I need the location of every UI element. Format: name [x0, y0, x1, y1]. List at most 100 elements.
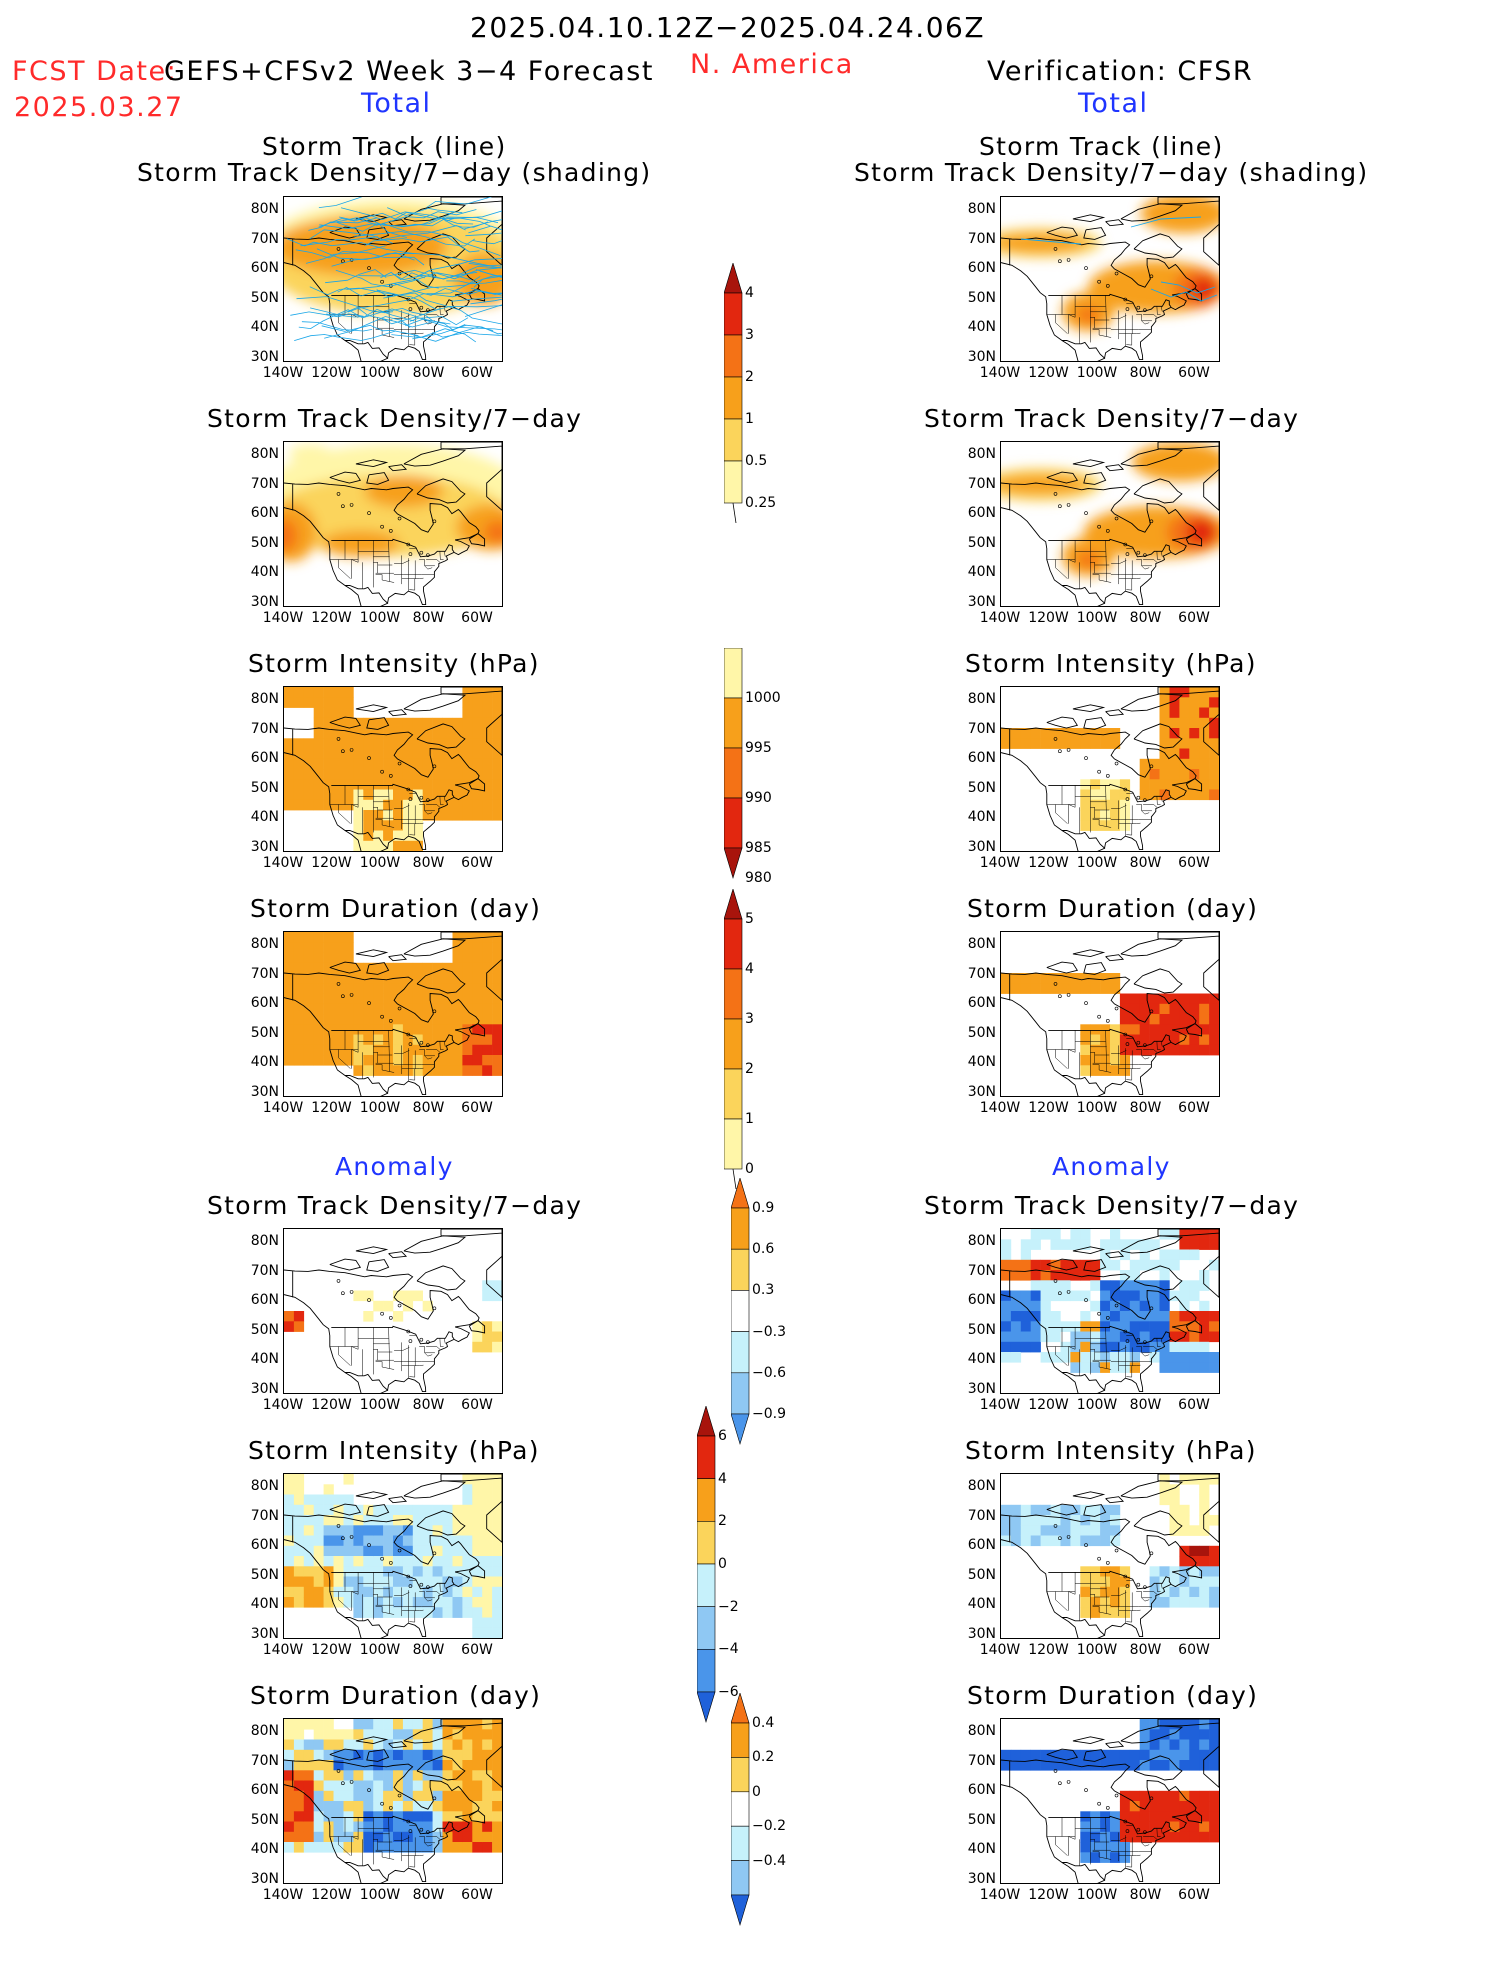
lon-tick-label: 80W: [412, 1887, 445, 1903]
lon-tick-label: 100W: [359, 1642, 401, 1658]
lat-tick-label: 50N: [967, 534, 996, 551]
lon-tick-label: 60W: [461, 1100, 493, 1116]
lat-tick-label: 40N: [250, 1351, 279, 1367]
colorbar-tick-label: 2: [745, 1061, 754, 1077]
lat-tick-label: 30N: [250, 1380, 279, 1397]
colorbar-tick-label: 1: [745, 411, 754, 427]
lat-tick-label: 50N: [967, 1811, 996, 1828]
lat-tick-label: 60N: [967, 1782, 996, 1798]
lat-tick-label: 50N: [967, 1321, 996, 1338]
lon-tick-label: 60W: [461, 365, 493, 381]
lat-tick-label: 40N: [967, 564, 996, 580]
lat-tick-label: 30N: [250, 348, 279, 365]
colorbar-duration-total: 5 4 3 2 1 0: [723, 887, 764, 1213]
map-plot-area: [1000, 1473, 1220, 1639]
lat-tick-label: 30N: [250, 1625, 279, 1642]
map-plot-area: [283, 196, 503, 362]
lat-tick-label: 30N: [250, 1870, 279, 1887]
lon-tick-label: 60W: [1178, 1397, 1210, 1413]
lat-tick-label: 60N: [967, 750, 996, 766]
lon-tick-label: 100W: [359, 1887, 401, 1903]
lon-tick-label: 120W: [1028, 365, 1069, 381]
lon-tick-label: 80W: [1129, 1397, 1162, 1413]
lat-tick-label: 40N: [967, 1596, 996, 1612]
lon-tick-label: 60W: [461, 1887, 493, 1903]
lat-tick-label: 60N: [250, 260, 279, 276]
lon-tick-label: 100W: [359, 610, 401, 626]
colorbar-tick-label: 6: [718, 1428, 727, 1444]
lat-tick-label: 80N: [967, 691, 996, 707]
lat-tick-label: 40N: [967, 319, 996, 335]
lon-tick-label: 100W: [359, 855, 401, 871]
colorbar-tick-label: 0.9: [752, 1200, 775, 1216]
lon-tick-label: 120W: [311, 610, 352, 626]
lon-tick-label: 140W: [979, 1397, 1021, 1413]
anomaly-label-left: Anomaly: [335, 1152, 454, 1181]
lat-tick-label: 80N: [967, 936, 996, 952]
colorbar-tick-label: −4: [718, 1641, 739, 1658]
lon-tick-label: 60W: [461, 855, 493, 871]
colorbar-tick-label: −0.4: [752, 1852, 786, 1869]
lat-tick-label: 80N: [967, 201, 996, 217]
colorbar-tick-label: −0.2: [752, 1818, 786, 1835]
colorbar-tick-label: 985: [745, 840, 772, 856]
colorbar-duration-anomaly: 0.4 0.2 0 −0.2 −0.4: [730, 1691, 786, 1969]
lat-tick-label: 70N: [250, 475, 279, 492]
lon-tick-label: 120W: [1028, 1397, 1069, 1413]
lat-tick-label: 70N: [967, 965, 996, 982]
colorbar-tick-label: 0: [752, 1783, 761, 1800]
lon-tick-label: 80W: [412, 1642, 445, 1658]
lat-tick-label: 40N: [250, 1841, 279, 1857]
lon-tick-label: 60W: [1178, 1100, 1210, 1116]
lat-tick-label: 50N: [250, 1566, 279, 1583]
colorbar-tick-label: 1000: [745, 690, 781, 706]
map-plot-area: [283, 1228, 503, 1394]
colorbar-tick-label: 0.3: [752, 1282, 775, 1299]
model-title: GEFS+CFSv2 Week 3−4 Forecast: [164, 56, 654, 87]
colorbar-tick-label: 0.25: [745, 495, 777, 511]
lon-tick-label: 80W: [1129, 1100, 1162, 1116]
lon-tick-label: 120W: [1028, 610, 1069, 626]
colorbar-tick-label: 0.2: [752, 1749, 775, 1766]
lat-tick-label: 60N: [250, 995, 279, 1011]
lat-tick-label: 40N: [967, 1351, 996, 1367]
colorbar-tick-label: 995: [745, 740, 772, 756]
lat-tick-label: 70N: [967, 1507, 996, 1524]
lat-tick-label: 70N: [250, 230, 279, 247]
lon-tick-label: 140W: [262, 1887, 304, 1903]
lon-tick-label: 120W: [311, 1642, 352, 1658]
colorbar-tick-label: 0.6: [752, 1241, 775, 1258]
lat-tick-label: 60N: [967, 1292, 996, 1308]
lon-tick-label: 100W: [1076, 610, 1118, 626]
lat-tick-label: 40N: [967, 809, 996, 825]
colorbar-tick-label: −0.9: [752, 1406, 786, 1422]
lon-tick-label: 120W: [311, 855, 352, 871]
colorbar-tick-label: 5: [745, 911, 754, 927]
colorbar-intensity-total: 1000 995 990 985 980: [723, 627, 781, 922]
lon-tick-label: 60W: [1178, 1642, 1210, 1658]
lat-tick-label: 80N: [250, 691, 279, 707]
total-label-left: Total: [361, 88, 432, 119]
map-plot-area: [283, 931, 503, 1097]
map-plot-area: [1000, 1228, 1220, 1394]
lat-tick-label: 30N: [250, 1083, 279, 1100]
lon-tick-label: 100W: [1076, 1887, 1118, 1903]
lon-tick-label: 60W: [1178, 1887, 1210, 1903]
lon-tick-label: 120W: [1028, 1642, 1069, 1658]
map-plot-area: [283, 441, 503, 607]
colorbar-tick-label: 0.5: [745, 453, 768, 469]
lat-tick-label: 40N: [250, 809, 279, 825]
lat-tick-label: 70N: [250, 1507, 279, 1524]
colorbar-tick-label: −0.6: [752, 1364, 786, 1381]
colorbar-tick-label: 0: [718, 1556, 727, 1572]
lon-tick-label: 140W: [262, 1397, 304, 1413]
title-intensity-anom-left: Storm Intensity (hPa): [248, 1436, 540, 1465]
lat-tick-label: 70N: [250, 1752, 279, 1769]
lat-tick-label: 80N: [967, 446, 996, 462]
title-track-line-left: Storm Track (line): [262, 132, 507, 161]
lon-tick-label: 120W: [311, 365, 352, 381]
lon-tick-label: 60W: [461, 1397, 493, 1413]
lon-tick-label: 80W: [412, 855, 445, 871]
lat-tick-label: 80N: [967, 1723, 996, 1739]
lat-tick-label: 30N: [967, 1380, 996, 1397]
